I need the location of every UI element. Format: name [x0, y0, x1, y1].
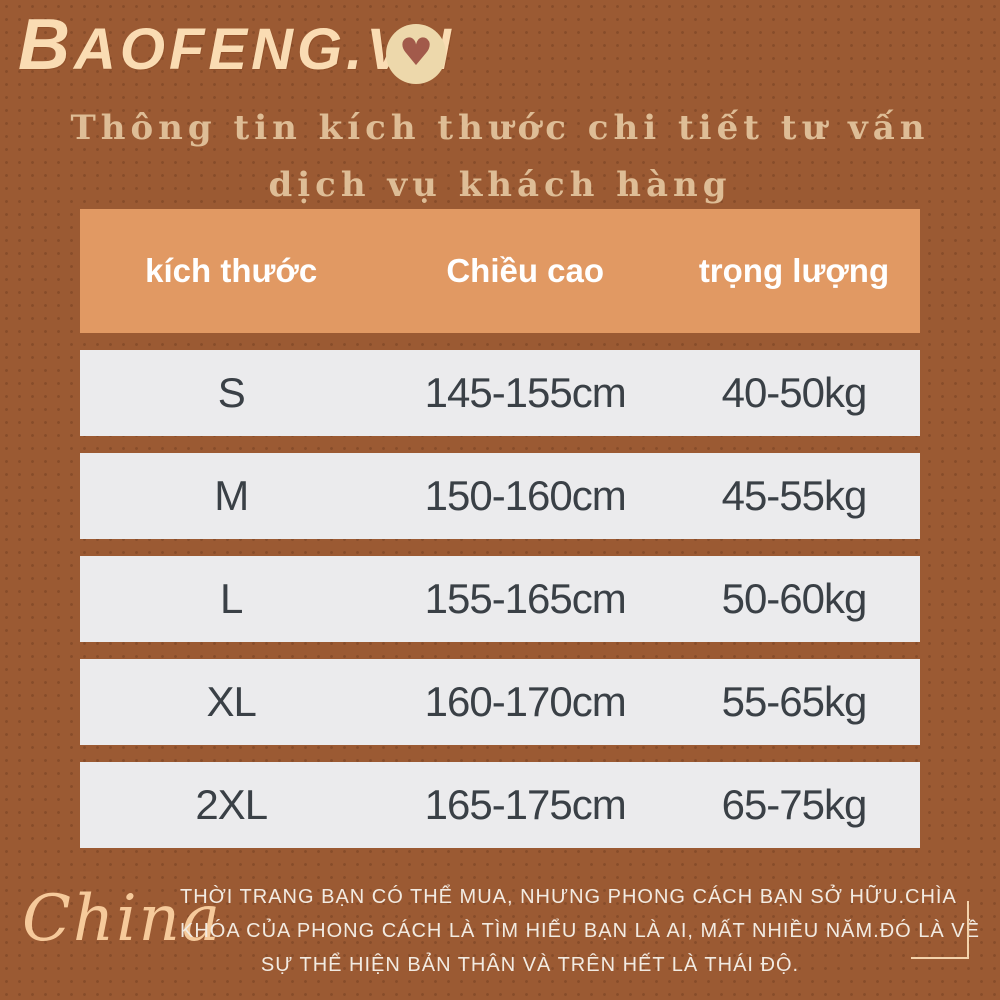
cell-height: 160-170cm	[424, 678, 627, 725]
quote-line-3: SỰ THỂ HIỆN BẢN THÂN VÀ TRÊN HẾT LÀ THÁI…	[260, 954, 800, 976]
cell-height: 155-165cm	[424, 575, 627, 622]
footer-quote: THỜI TRANG BẠN CÓ THỂ MUA, NHƯNG PHONG C…	[180, 880, 980, 982]
corner-bracket-decoration	[911, 901, 969, 959]
cell-height: 145-155cm	[424, 369, 627, 416]
table-row: L 155-165cm 50-60kg	[80, 556, 920, 642]
table-header-row: kích thước Chiều cao trọng lượng	[80, 209, 920, 333]
cell-size: L	[220, 575, 243, 622]
heart-badge: ♥	[386, 24, 446, 84]
cell-height: 150-160cm	[424, 472, 627, 519]
cell-height: 165-175cm	[424, 781, 627, 828]
column-header-weight: trọng lượng	[698, 252, 890, 289]
cell-weight: 45-55kg	[721, 472, 868, 519]
cell-weight: 55-65kg	[721, 678, 868, 725]
china-watermark: China	[22, 882, 223, 956]
column-header-height: Chiều cao	[446, 252, 605, 289]
cell-weight: 40-50kg	[721, 369, 868, 416]
title-line-2: dịch vụ khách hàng	[268, 165, 732, 205]
column-header-size: kích thước	[145, 252, 318, 289]
table-row: S 145-155cm 40-50kg	[80, 350, 920, 436]
quote-line-1: THỜI TRANG BẠN CÓ THỂ MUA, NHƯNG PHONG C…	[180, 886, 957, 908]
cell-weight: 65-75kg	[721, 781, 868, 828]
title-line-1: Thông tin kích thước chi tiết tư vấn	[70, 108, 930, 148]
page-title: Thông tin kích thước chi tiết tư vấn dịc…	[0, 100, 1000, 214]
cell-size: XL	[206, 678, 257, 725]
cell-size: 2XL	[195, 781, 268, 828]
size-table: kích thước Chiều cao trọng lượng S 145-1…	[80, 209, 920, 848]
heart-icon: ♥	[398, 30, 434, 74]
cell-size: S	[217, 369, 246, 416]
cell-weight: 50-60kg	[721, 575, 868, 622]
quote-line-2: KHÓA CỦA PHONG CÁCH LÀ TÌM HIỂU BẠN LÀ A…	[180, 920, 980, 942]
cell-size: M	[214, 472, 249, 519]
table-row: 2XL 165-175cm 65-75kg	[80, 762, 920, 848]
table-row: XL 160-170cm 55-65kg	[80, 659, 920, 745]
table-row: M 150-160cm 45-55kg	[80, 453, 920, 539]
